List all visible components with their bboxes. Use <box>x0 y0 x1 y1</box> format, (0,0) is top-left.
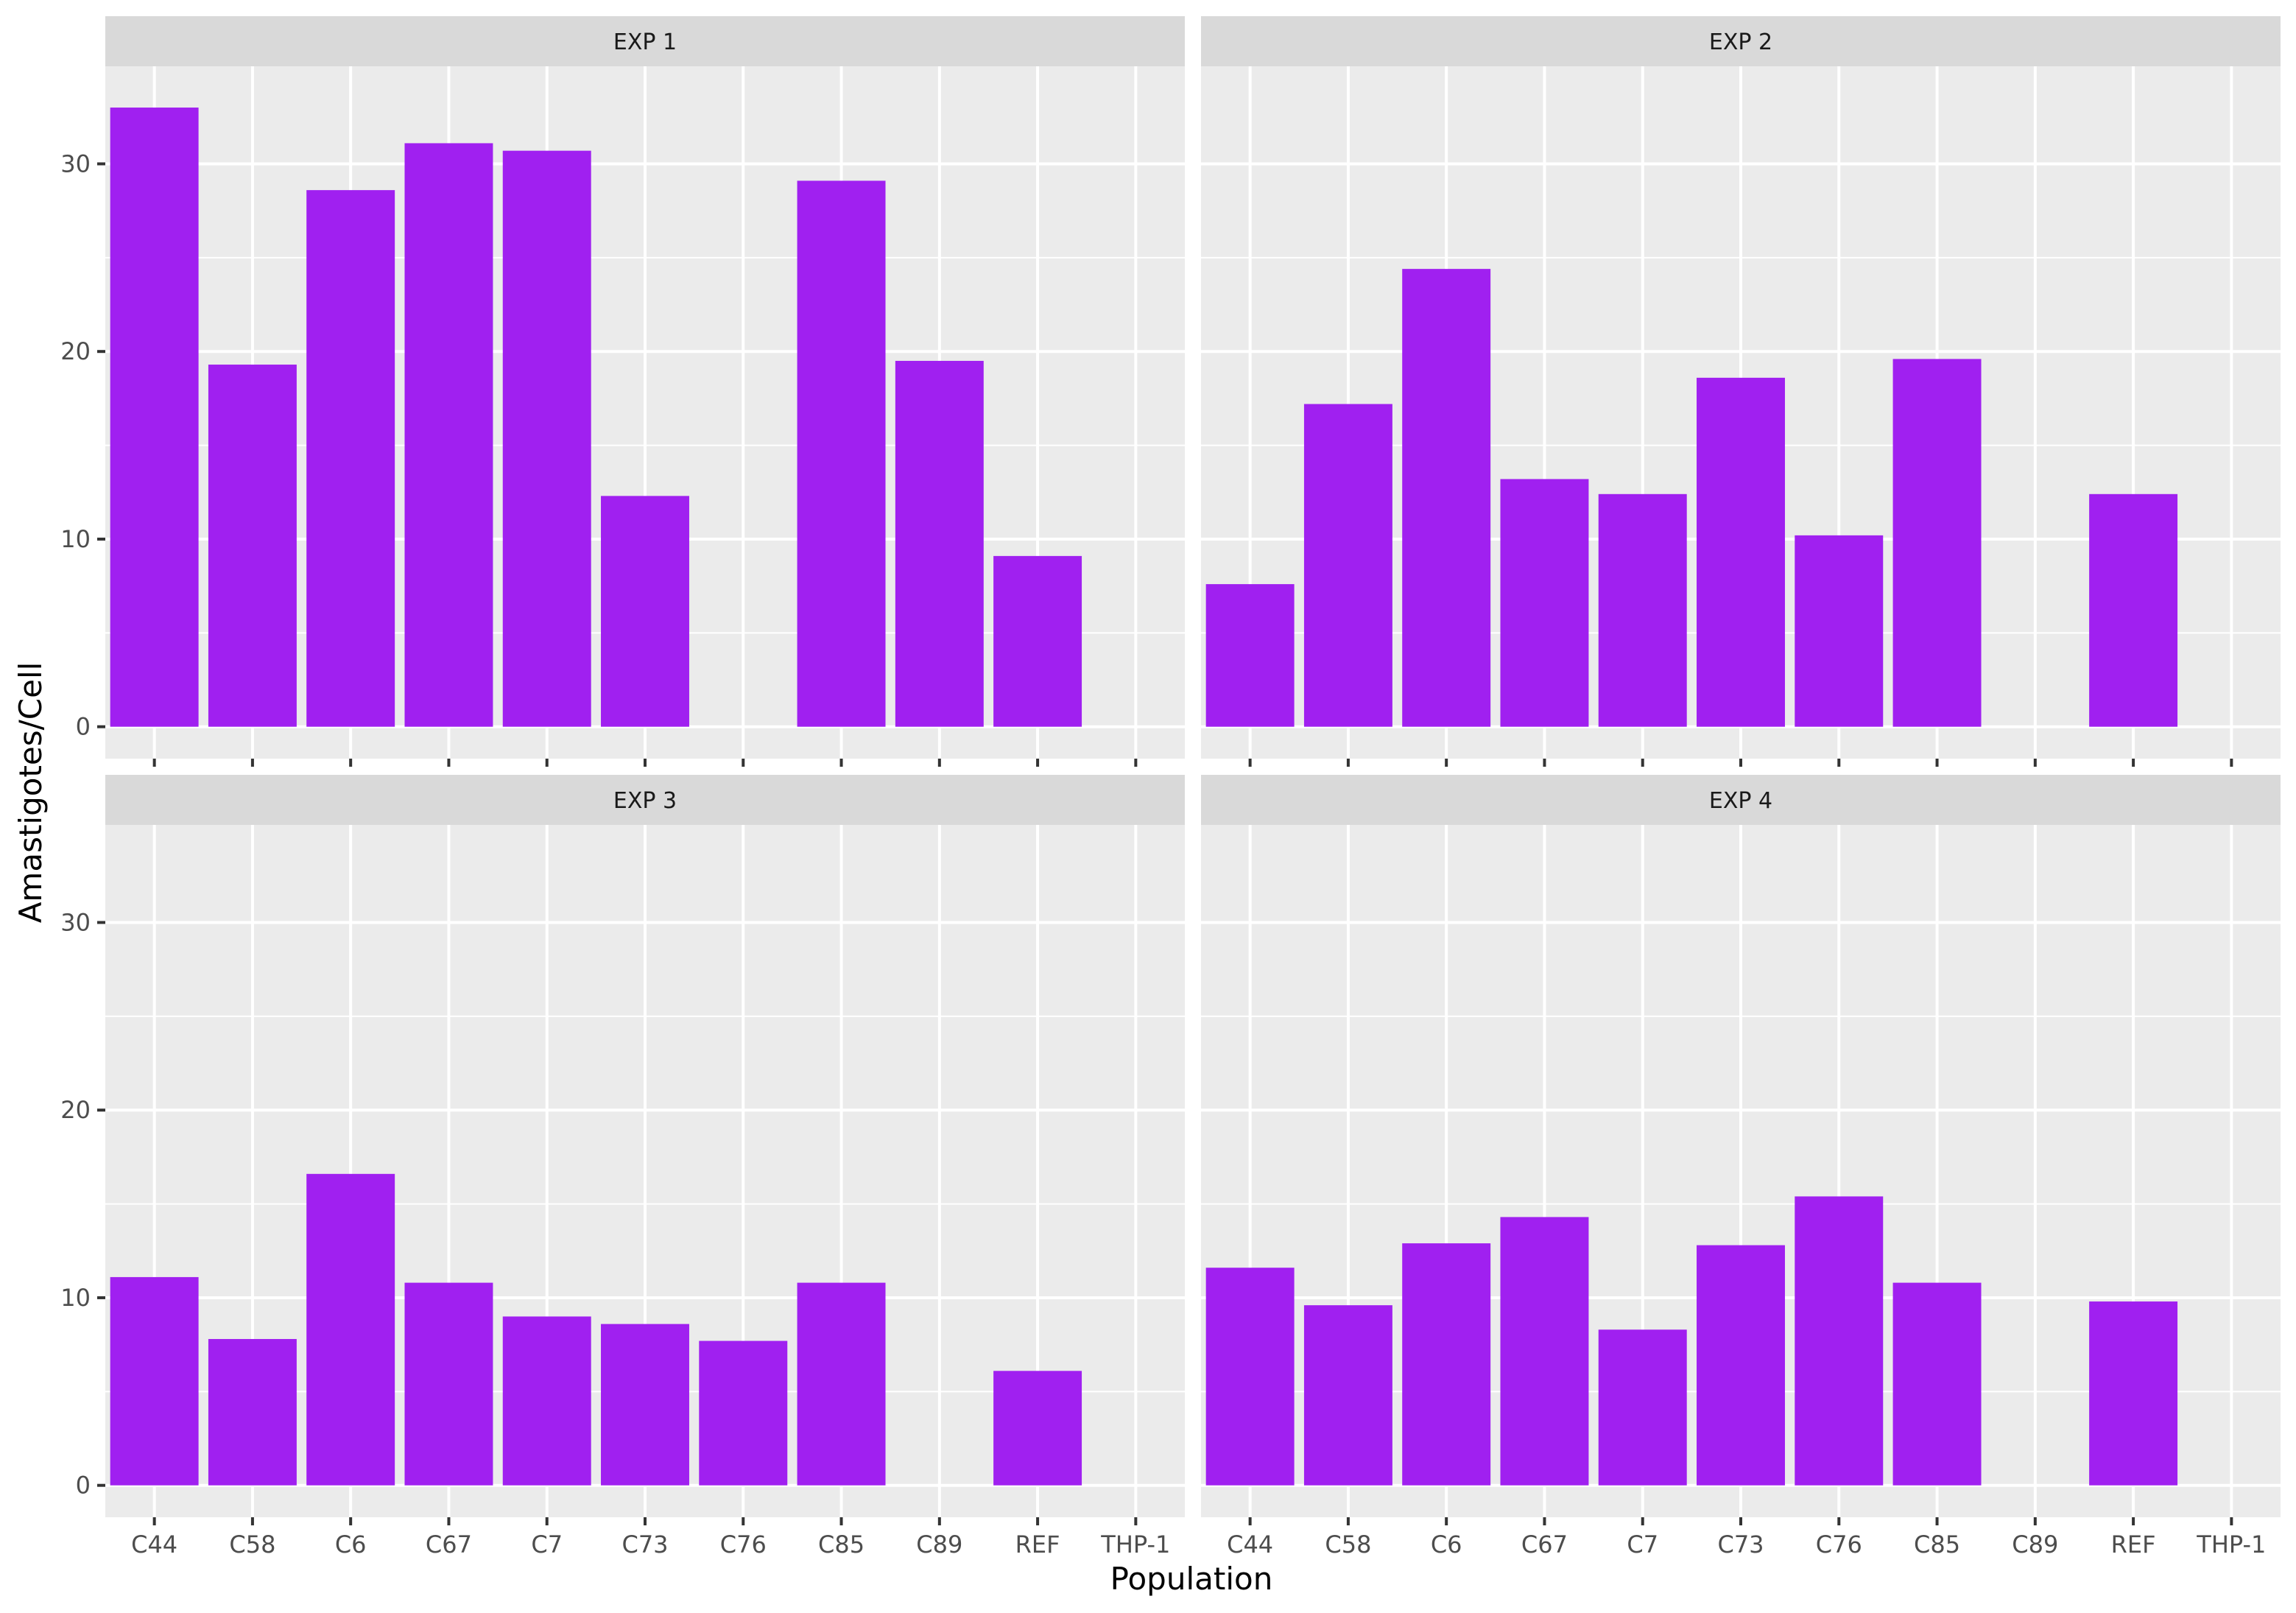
bar-c58 <box>208 1338 297 1486</box>
x-tick-label: C89 <box>2012 1531 2058 1558</box>
bar-c7 <box>1598 493 1687 727</box>
x-tick-label: C6 <box>1431 1531 1462 1558</box>
bar-c6 <box>1402 269 1491 727</box>
bar-c76 <box>1795 1196 1884 1486</box>
x-tick-label: C85 <box>818 1531 864 1558</box>
bar-c67 <box>1500 479 1589 727</box>
x-tick-label: C6 <box>335 1531 367 1558</box>
facet-strip <box>1201 775 2281 825</box>
bar-c7 <box>502 1316 591 1486</box>
bar-c76 <box>1795 535 1884 727</box>
x-tick-label: C85 <box>1914 1531 1960 1558</box>
y-tick-label: 10 <box>60 1284 91 1312</box>
y-tick-label: 0 <box>76 1472 91 1500</box>
panel-2: EXP 2 <box>1201 16 2281 759</box>
x-tick-label: REF <box>1015 1531 1060 1558</box>
x-tick-label: C7 <box>531 1531 563 1558</box>
bar-c85 <box>797 1282 886 1486</box>
bar-c7 <box>502 150 591 727</box>
facet-strip <box>105 16 1185 66</box>
bar-c67 <box>404 1282 493 1486</box>
bar-c6 <box>306 190 395 727</box>
facet-strip-label: EXP 3 <box>613 788 677 814</box>
bar-c85 <box>1892 1282 1982 1486</box>
facet-strip <box>1201 16 2281 66</box>
x-tick-label: C76 <box>720 1531 767 1558</box>
y-tick-label: 20 <box>60 1096 91 1124</box>
bar-ref <box>2089 493 2178 727</box>
x-tick-label: C44 <box>1227 1531 1273 1558</box>
x-tick-label: C73 <box>1717 1531 1764 1558</box>
y-tick-label: 30 <box>60 908 91 936</box>
y-tick-label: 10 <box>60 525 91 553</box>
y-axis-title: Amastigotes/Cell <box>13 662 49 924</box>
axes-layer: 0 10 20 30 0 10 20 30 C44 C58 C6 C67 C7 C73 C76 C85 C89 R… <box>60 150 2266 1558</box>
facet-strip-label: EXP 4 <box>1709 788 1772 814</box>
panel-3: EXP 3 <box>105 775 1185 1517</box>
bar-c44 <box>110 1276 199 1486</box>
bar-c73 <box>601 496 689 727</box>
y-tick-label: 0 <box>76 713 91 741</box>
bar-c73 <box>1697 377 1785 727</box>
bar-c6 <box>1402 1243 1491 1486</box>
panel-1: EXP 1 <box>105 16 1185 759</box>
bar-c67 <box>1500 1217 1589 1486</box>
bar-ref <box>993 555 1082 727</box>
bar-c67 <box>404 143 493 727</box>
x-tick-label: THP-1 <box>1100 1531 1170 1558</box>
bar-ref <box>2089 1301 2178 1486</box>
y-tick-label: 30 <box>60 150 91 178</box>
x-tick-label: C76 <box>1816 1531 1862 1558</box>
panel-4: EXP 4 <box>1201 775 2281 1517</box>
facet-strip-label: EXP 1 <box>613 29 677 55</box>
x-tick-label: C73 <box>621 1531 668 1558</box>
x-tick-label: THP-1 <box>2196 1531 2266 1558</box>
y-tick-label: 20 <box>60 337 91 365</box>
bar-c58 <box>1303 404 1392 727</box>
bar-c73 <box>1697 1245 1785 1486</box>
x-tick-label: C58 <box>1325 1531 1371 1558</box>
facet-strip <box>105 775 1185 825</box>
bar-ref <box>993 1371 1082 1486</box>
facet-strip-label: EXP 2 <box>1709 29 1772 55</box>
panels-layer: EXP 1 EXP 2 EXP 3 EXP 4 <box>105 16 2281 1517</box>
bar-c76 <box>699 1340 788 1486</box>
bar-c44 <box>110 108 199 727</box>
bar-c44 <box>1205 1268 1295 1486</box>
bar-c58 <box>208 365 297 727</box>
x-tick-label: C44 <box>131 1531 177 1558</box>
bar-c6 <box>306 1173 395 1486</box>
x-tick-label: REF <box>2111 1531 2156 1558</box>
bar-c85 <box>797 180 886 727</box>
bar-c73 <box>601 1324 689 1486</box>
x-tick-label: C89 <box>916 1531 962 1558</box>
bar-c7 <box>1598 1329 1687 1486</box>
bar-c89 <box>895 360 984 727</box>
bar-c85 <box>1892 359 1982 727</box>
bar-c44 <box>1205 584 1295 727</box>
x-tick-label: C67 <box>426 1531 472 1558</box>
x-axis-title: Population <box>1110 1561 1273 1597</box>
x-tick-label: C58 <box>229 1531 275 1558</box>
bar-c58 <box>1303 1305 1392 1486</box>
x-tick-label: C7 <box>1627 1531 1658 1558</box>
x-tick-label: C67 <box>1521 1531 1568 1558</box>
